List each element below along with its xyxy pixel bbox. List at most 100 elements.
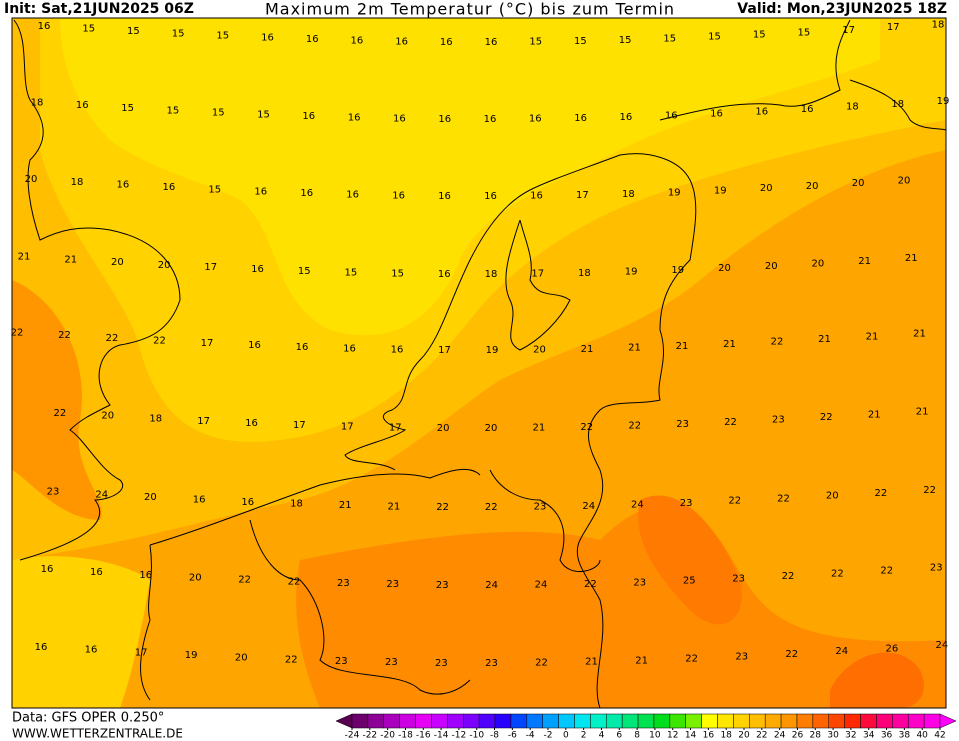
temperature-label: 22 bbox=[288, 577, 301, 588]
temperature-label: 23 bbox=[47, 486, 60, 497]
temperature-label: 19 bbox=[486, 345, 499, 356]
temperature-label: 16 bbox=[710, 109, 723, 120]
temperature-label: 22 bbox=[485, 502, 498, 513]
temperature-label: 16 bbox=[395, 36, 408, 47]
temperature-label: 17 bbox=[204, 262, 217, 273]
data-source: Data: GFS OPER 0.250° bbox=[12, 711, 164, 726]
temperature-label: 16 bbox=[392, 190, 405, 201]
temperature-label: 16 bbox=[85, 645, 98, 656]
temperature-label: 26 bbox=[885, 643, 898, 654]
temperature-label: 18 bbox=[891, 99, 904, 110]
temperature-label: 21 bbox=[723, 339, 736, 350]
temperature-label: 16 bbox=[35, 642, 48, 653]
scale-box bbox=[876, 713, 893, 729]
scale-box bbox=[860, 713, 877, 729]
temperature-label: 16 bbox=[438, 191, 451, 202]
scale-box bbox=[892, 713, 909, 729]
temperature-label: 22 bbox=[831, 568, 844, 579]
scale-box bbox=[653, 713, 671, 729]
temperature-label: 21 bbox=[676, 341, 689, 352]
scale-tick-label: 18 bbox=[720, 731, 732, 741]
temperature-label: 20 bbox=[437, 423, 450, 434]
scale-box bbox=[812, 713, 830, 729]
temperature-label: 18 bbox=[846, 102, 859, 113]
temperature-label: 15 bbox=[216, 31, 229, 42]
scale-box bbox=[351, 713, 369, 729]
temperature-label: 22 bbox=[628, 421, 641, 432]
temperature-label: 16 bbox=[620, 112, 633, 123]
temperature-label: 21 bbox=[913, 329, 926, 340]
temperature-label: 22 bbox=[11, 327, 24, 338]
temperature-label: 22 bbox=[777, 493, 790, 504]
temperature-label: 21 bbox=[868, 409, 881, 420]
temperature-label: 22 bbox=[728, 496, 741, 507]
temperature-label: 21 bbox=[64, 255, 77, 266]
temperature-label: 16 bbox=[529, 114, 542, 125]
temperature-label: 19 bbox=[937, 96, 950, 107]
temperature-label: 22 bbox=[106, 333, 119, 344]
scale-box bbox=[828, 713, 845, 729]
temperature-label: 23 bbox=[335, 656, 348, 667]
scale-tick-label: -20 bbox=[380, 731, 395, 741]
temperature-label: 24 bbox=[631, 500, 644, 511]
temperature-label: 21 bbox=[858, 256, 871, 267]
temperature-label: 23 bbox=[386, 579, 399, 590]
temperature-label: 20 bbox=[144, 492, 157, 503]
scale-box bbox=[510, 713, 528, 729]
scale-tick-label: -2 bbox=[544, 731, 553, 741]
temperature-label: 16 bbox=[248, 340, 261, 351]
scale-tick-label: 34 bbox=[863, 731, 875, 741]
scale-box bbox=[780, 713, 798, 729]
temperature-label: 19 bbox=[714, 185, 727, 196]
temperature-label: 19 bbox=[625, 267, 638, 278]
temperature-label: 16 bbox=[665, 110, 678, 121]
temperature-label: 15 bbox=[574, 36, 587, 47]
temperature-label: 23 bbox=[732, 574, 745, 585]
map-frame bbox=[11, 17, 947, 709]
temperature-label: 20 bbox=[898, 176, 911, 187]
scale-tick-label: 8 bbox=[634, 731, 640, 741]
scale-box bbox=[415, 713, 432, 729]
scale-tick-label: 16 bbox=[703, 731, 715, 741]
temperature-label: 22 bbox=[153, 336, 166, 347]
temperature-label: 15 bbox=[663, 33, 676, 44]
temperature-label: 18 bbox=[71, 177, 84, 188]
temperature-label: 24 bbox=[835, 646, 848, 657]
temperature-label: 15 bbox=[212, 108, 225, 119]
temperature-label: 22 bbox=[724, 417, 737, 428]
scale-box bbox=[447, 713, 464, 729]
scale-tick-label: -22 bbox=[362, 731, 377, 741]
temperature-label: 17 bbox=[438, 345, 451, 356]
map-title: Maximum 2m Temperatur (°C) bis zum Termi… bbox=[265, 0, 675, 19]
temperature-label: 21 bbox=[339, 500, 352, 511]
temperature-label: 20 bbox=[760, 183, 773, 194]
temperature-label: 15 bbox=[121, 103, 134, 114]
temperature-label: 22 bbox=[875, 488, 888, 499]
temperature-label: 20 bbox=[101, 411, 114, 422]
temperature-label: 16 bbox=[438, 114, 451, 125]
temperature-label: 23 bbox=[436, 580, 449, 591]
temperature-label: 21 bbox=[905, 253, 918, 264]
temperature-label: 16 bbox=[302, 111, 315, 122]
temperature-label: 16 bbox=[90, 567, 103, 578]
temperature-label: 22 bbox=[580, 422, 593, 433]
temperature-label: 17 bbox=[135, 648, 148, 659]
valid-label: Valid: Mon,23JUN2025 18Z bbox=[737, 1, 947, 17]
scale-box bbox=[526, 713, 543, 729]
temperature-label: 20 bbox=[826, 491, 839, 502]
scale-box bbox=[558, 713, 575, 729]
temperature-label: 16 bbox=[485, 37, 498, 48]
temperature-label: 23 bbox=[485, 658, 498, 669]
scale-tick-label: 32 bbox=[845, 731, 856, 741]
scale-box bbox=[733, 713, 750, 729]
scale-tick-label: 42 bbox=[934, 731, 945, 741]
temperature-label: 16 bbox=[351, 36, 364, 47]
scale-box bbox=[764, 713, 782, 729]
temperature-label: 24 bbox=[582, 501, 595, 512]
temperature-label: 23 bbox=[337, 578, 350, 589]
temperature-label: 15 bbox=[708, 32, 721, 43]
scale-box bbox=[606, 713, 623, 729]
temperature-label: 16 bbox=[261, 33, 274, 44]
temperature-label: 23 bbox=[772, 415, 785, 426]
